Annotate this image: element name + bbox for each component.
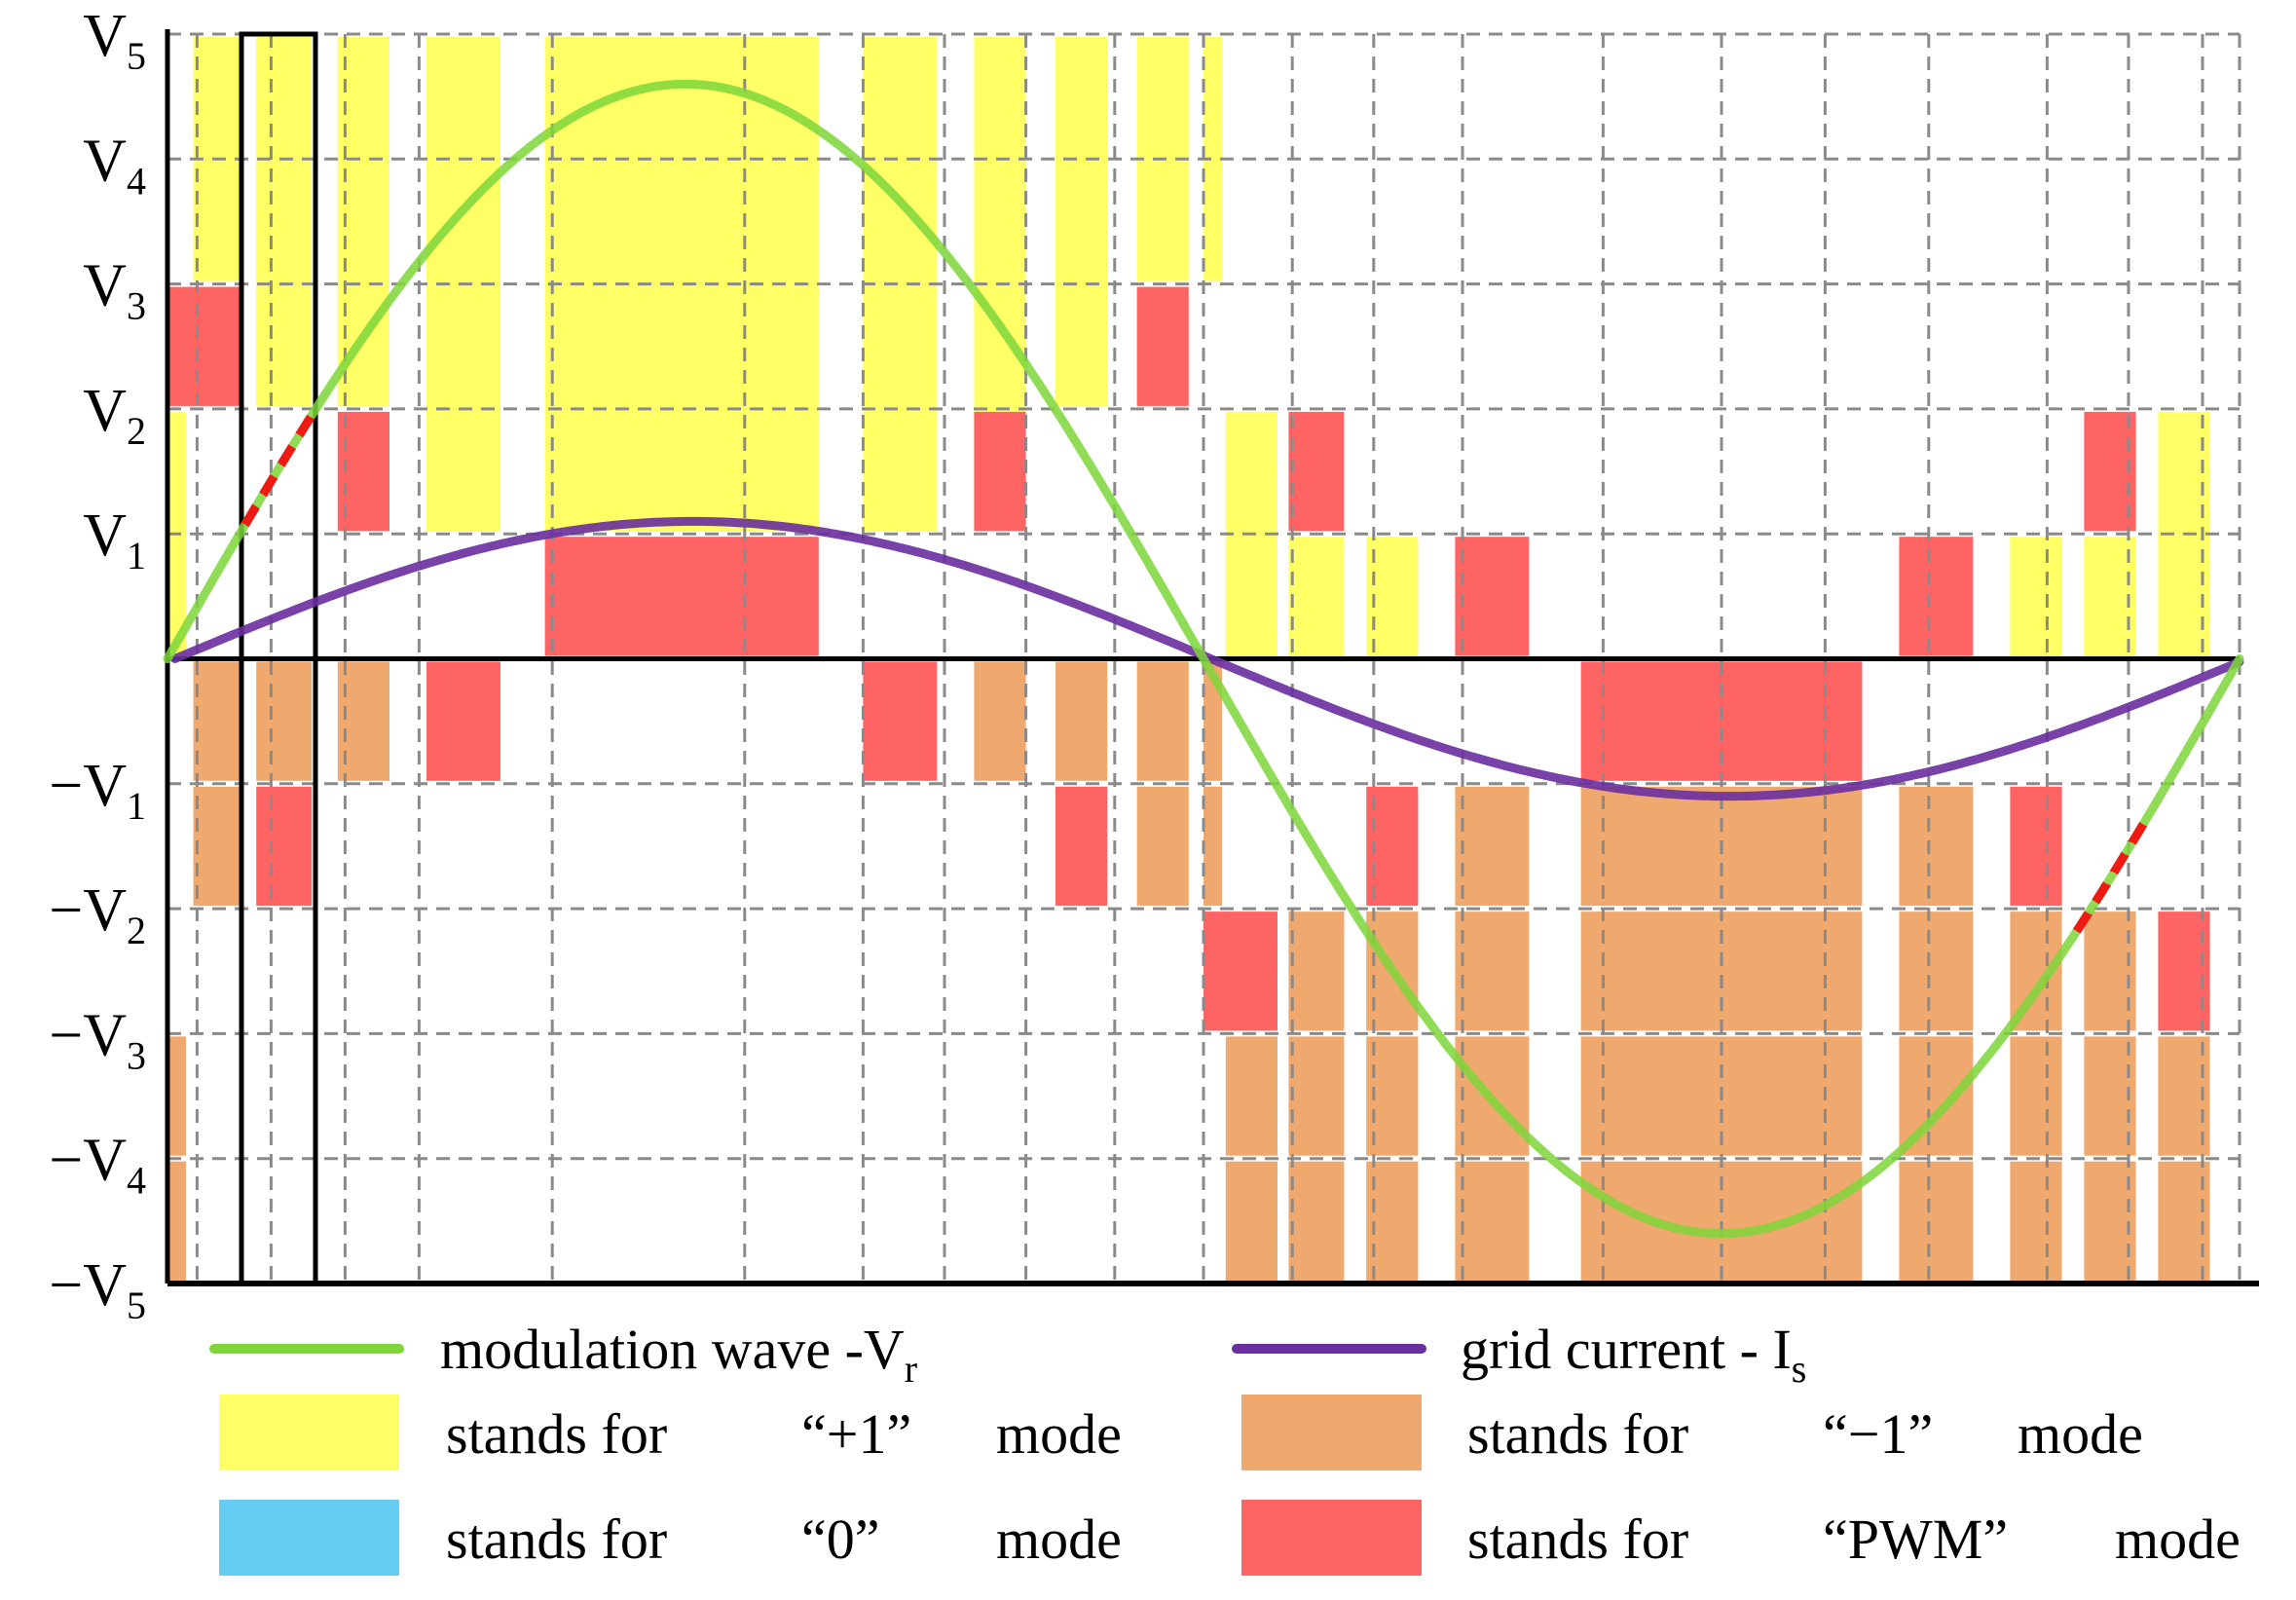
legend-box-mode-2: “0” — [801, 1507, 880, 1571]
region-minus1-67 — [1288, 1161, 1345, 1281]
y-tick-label-3: V2 — [83, 378, 146, 453]
legend-box-suffix-0: mode — [996, 1402, 1122, 1466]
region-plus1-7 — [1055, 37, 1108, 406]
region-pwm-22 — [1288, 411, 1345, 532]
region-pwm-17 — [167, 286, 241, 406]
y-tick-label-8: −V4 — [49, 1128, 146, 1203]
legend-box-prefix-0: stands for — [446, 1402, 667, 1466]
region-plus1-9 — [1204, 37, 1222, 281]
legend-box-swatch-1 — [1241, 1395, 1422, 1470]
region-minus1-44 — [1899, 786, 1974, 907]
region-minus1-72 — [2010, 1161, 2062, 1281]
pwm-dashed-segment-1 — [2072, 815, 2151, 934]
legend-box-mode-0: “+1” — [801, 1402, 911, 1466]
region-plus1-12 — [1288, 537, 1345, 656]
legend-box-mode-3: “PWM” — [1823, 1507, 2008, 1571]
y-tick-label-9: −V5 — [49, 1252, 146, 1327]
region-minus1-57 — [1288, 1036, 1345, 1156]
legend: modulation wave -Vr grid current - Is stan… — [209, 1318, 2240, 1576]
legend-box-suffix-1: mode — [2018, 1402, 2143, 1466]
region-plus1-5 — [863, 37, 938, 532]
region-plus1-14 — [2010, 537, 2062, 656]
pwm-dashed-segment-0 — [241, 406, 319, 528]
region-pwm-21 — [1136, 286, 1189, 406]
region-pwm-23 — [1455, 537, 1530, 656]
y-tick-label-7: −V3 — [49, 1002, 146, 1077]
region-minus1-40 — [1204, 786, 1222, 907]
region-minus1-51 — [1899, 912, 1974, 1031]
region-minus1-69 — [1455, 1161, 1530, 1281]
region-minus1-66 — [1225, 1161, 1278, 1281]
region-minus1-32 — [1055, 661, 1108, 781]
region-minus1-65 — [167, 1161, 186, 1281]
region-pwm-30 — [863, 661, 938, 781]
y-tick-label-0: V5 — [83, 3, 146, 78]
legend-box-prefix-1: stands for — [1467, 1402, 1688, 1466]
region-minus1-42 — [1455, 786, 1530, 907]
region-pwm-29 — [426, 661, 500, 781]
highlight-box — [239, 31, 318, 1286]
region-pwm-37 — [256, 786, 313, 907]
y-tick-label-5: −V1 — [49, 753, 146, 828]
mode-regions — [167, 37, 2210, 1281]
region-minus1-39 — [1136, 786, 1189, 907]
region-pwm-45 — [2010, 786, 2062, 907]
region-minus1-55 — [167, 1036, 186, 1156]
region-pwm-19 — [544, 537, 819, 656]
y-tick-label-2: V3 — [83, 253, 146, 328]
region-pwm-20 — [974, 411, 1026, 532]
y-tick-label-4: V1 — [83, 502, 146, 577]
region-minus1-62 — [2010, 1036, 2062, 1156]
legend-box-prefix-3: stands for — [1467, 1507, 1688, 1571]
region-minus1-36 — [193, 786, 241, 907]
legend-box-suffix-2: mode — [996, 1507, 1122, 1571]
region-minus1-56 — [1225, 1036, 1278, 1156]
region-minus1-50 — [1580, 912, 1863, 1031]
region-minus1-26 — [193, 661, 241, 781]
region-pwm-24 — [1899, 537, 1974, 656]
region-minus1-47 — [1288, 912, 1345, 1031]
modulation-wave-line — [163, 79, 2244, 1239]
region-pwm-38 — [1055, 786, 1108, 907]
legend-box-prefix-2: stands for — [446, 1507, 667, 1571]
region-minus1-53 — [2084, 912, 2136, 1031]
legend-line-label-1: grid current - Is — [1461, 1318, 1806, 1391]
region-pwm-54 — [2158, 912, 2210, 1031]
region-minus1-33 — [1136, 661, 1189, 781]
legend-line-label-0: modulation wave -Vr — [440, 1318, 917, 1391]
region-minus1-71 — [1899, 1161, 1974, 1281]
legend-box-mode-1: “−1” — [1823, 1402, 1933, 1466]
region-pwm-46 — [1204, 912, 1278, 1031]
legend-box-swatch-0 — [219, 1395, 399, 1470]
y-tick-label-6: −V2 — [49, 877, 146, 952]
legend-box-swatch-3 — [1241, 1500, 1422, 1576]
region-minus1-31 — [974, 661, 1026, 781]
region-minus1-49 — [1455, 912, 1530, 1031]
region-minus1-27 — [256, 661, 313, 781]
legend-box-suffix-3: mode — [2115, 1507, 2240, 1571]
y-tick-labels: V5 V4 V3 V2 V1 −V1 −V2 −V3 −V4 −V5 — [49, 3, 146, 1327]
y-tick-label-1: V4 — [83, 128, 146, 203]
curves — [163, 79, 2244, 1239]
region-plus1-1 — [256, 37, 313, 406]
legend-box-swatch-2 — [219, 1500, 399, 1576]
